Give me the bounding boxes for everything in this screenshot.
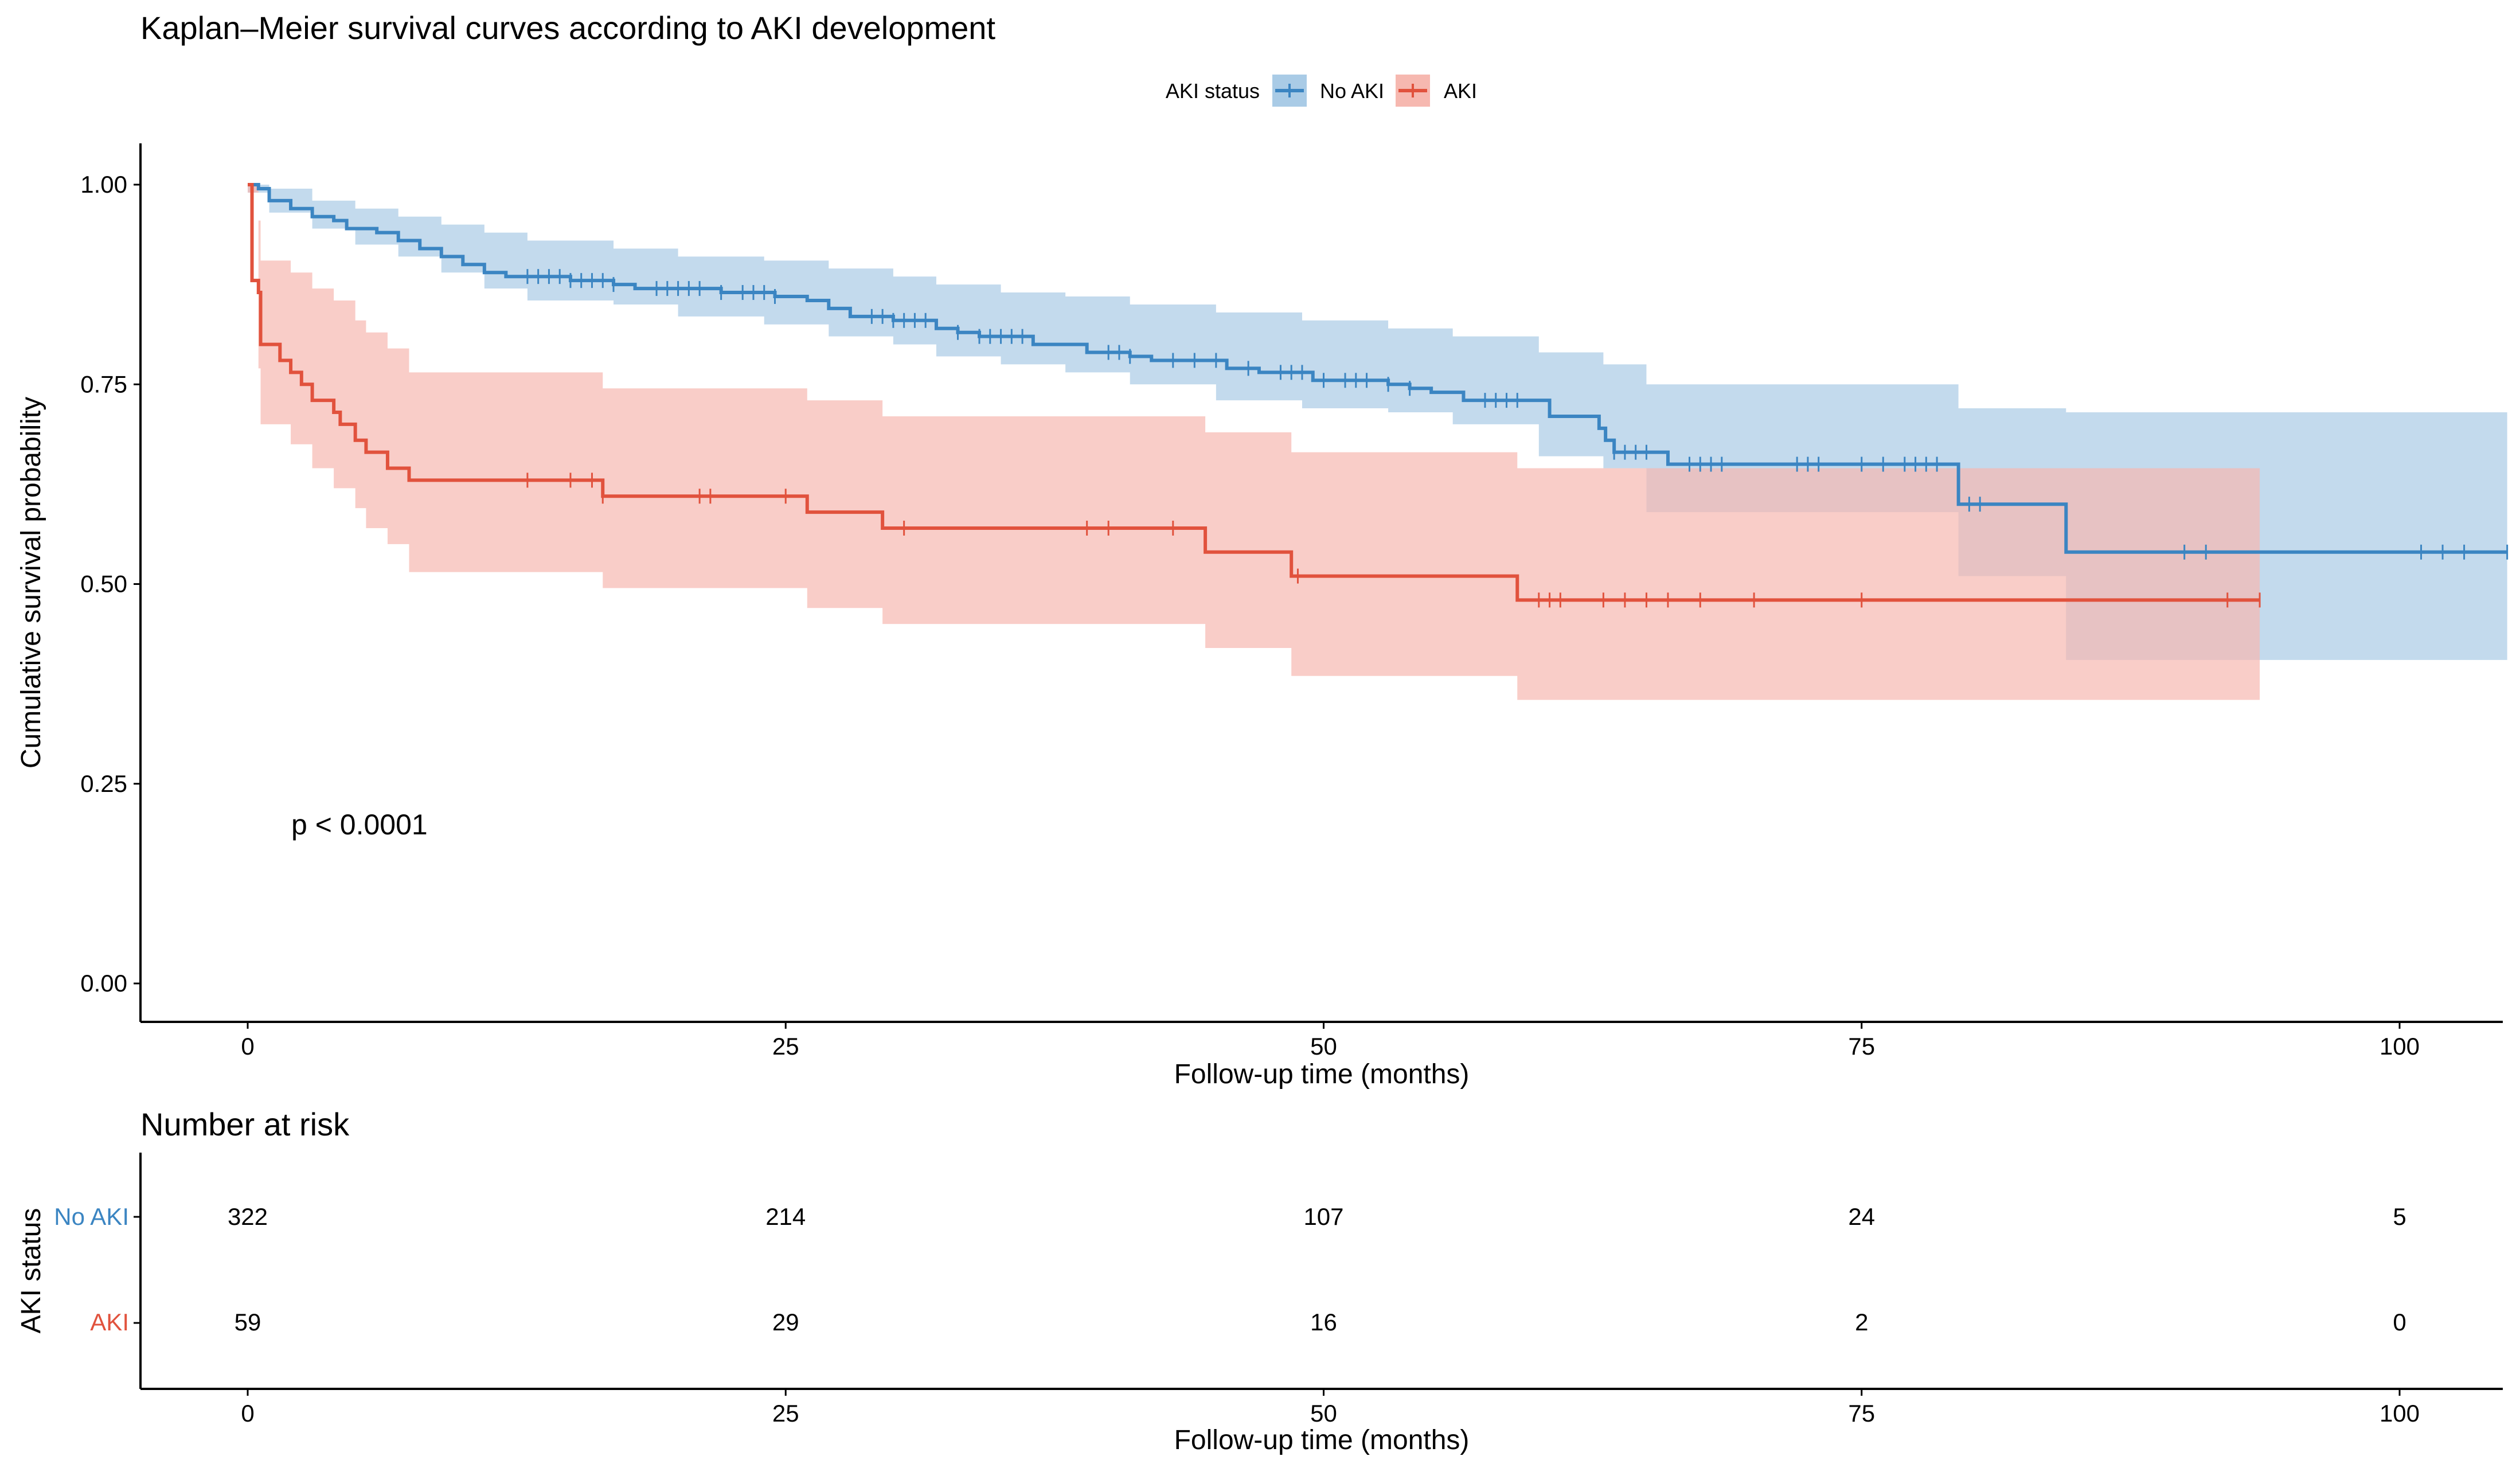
survival-curve-aki <box>248 183 2260 602</box>
risk-row-label-no-aki: No AKI <box>54 1203 129 1230</box>
legend-entry-no-aki: No AKI <box>1272 75 1384 107</box>
legend: AKI status No AKI AKI <box>1166 75 1477 107</box>
censor-marks <box>526 269 2509 608</box>
survival-plot: 0.00 0.25 0.50 0.75 1.00 0 25 50 75 100 Follow-u… <box>16 143 2509 1090</box>
risk-count-aki: 2 <box>1855 1309 1868 1336</box>
x-tick-label: 25 <box>772 1400 799 1427</box>
y-axis-label: Cumulative survival probability <box>16 397 46 768</box>
risk-row-label-aki: AKI <box>90 1309 129 1336</box>
confidence-band-no-aki <box>248 185 2507 660</box>
x-tick-label: 100 <box>2380 1400 2420 1427</box>
confidence-bands <box>248 185 2507 700</box>
x-tick-label: 50 <box>1310 1033 1337 1060</box>
x-tick-label: 75 <box>1848 1033 1875 1060</box>
risk-x-axis-ticks: 0 25 50 75 100 <box>241 1389 2420 1427</box>
risk-table-title: Number at risk <box>140 1106 350 1142</box>
risk-table: Number at risk AKI status No AKI AKI 322… <box>16 1106 2503 1455</box>
risk-count-no-aki: 322 <box>228 1203 268 1230</box>
risk-count-no-aki: 214 <box>765 1203 806 1230</box>
x-tick-label: 0 <box>241 1033 254 1060</box>
risk-x-axis-label: Follow-up time (months) <box>1174 1425 1470 1455</box>
risk-count-no-aki: 24 <box>1848 1203 1875 1230</box>
risk-count-aki: 59 <box>235 1309 261 1336</box>
x-tick-label: 75 <box>1848 1400 1875 1427</box>
y-axis-ticks: 0.00 0.25 0.50 0.75 1.00 <box>80 171 140 997</box>
risk-count-no-aki: 107 <box>1303 1203 1343 1230</box>
legend-entry-aki: AKI <box>1396 75 1477 107</box>
x-tick-label: 100 <box>2380 1033 2420 1060</box>
y-tick-label: 0.75 <box>80 370 127 397</box>
x-tick-label: 25 <box>772 1033 799 1060</box>
y-tick-label: 0.50 <box>80 571 127 598</box>
x-tick-label: 0 <box>241 1400 254 1427</box>
risk-count-aki: 0 <box>2393 1309 2406 1336</box>
legend-title: AKI status <box>1166 79 1260 103</box>
legend-label-no-aki: No AKI <box>1320 79 1384 103</box>
risk-values: 322 214 107 24 5 59 29 16 2 0 <box>228 1203 2406 1336</box>
y-tick-label: 1.00 <box>80 171 127 198</box>
risk-y-axis-label: AKI status <box>16 1208 46 1334</box>
risk-count-aki: 16 <box>1310 1309 1337 1336</box>
risk-count-no-aki: 5 <box>2393 1203 2406 1230</box>
confidence-band-aki <box>248 185 2260 700</box>
x-tick-label: 50 <box>1310 1400 1337 1427</box>
y-tick-label: 0.25 <box>80 770 127 797</box>
x-axis-ticks: 0 25 50 75 100 <box>241 1022 2420 1060</box>
legend-label-aki: AKI <box>1444 79 1477 103</box>
y-tick-label: 0.00 <box>80 970 127 997</box>
x-axis-label: Follow-up time (months) <box>1174 1059 1470 1090</box>
risk-count-aki: 29 <box>772 1309 799 1336</box>
p-value-annotation: p < 0.0001 <box>291 809 428 841</box>
chart-title: Kaplan–Meier survival curves according t… <box>140 10 995 46</box>
